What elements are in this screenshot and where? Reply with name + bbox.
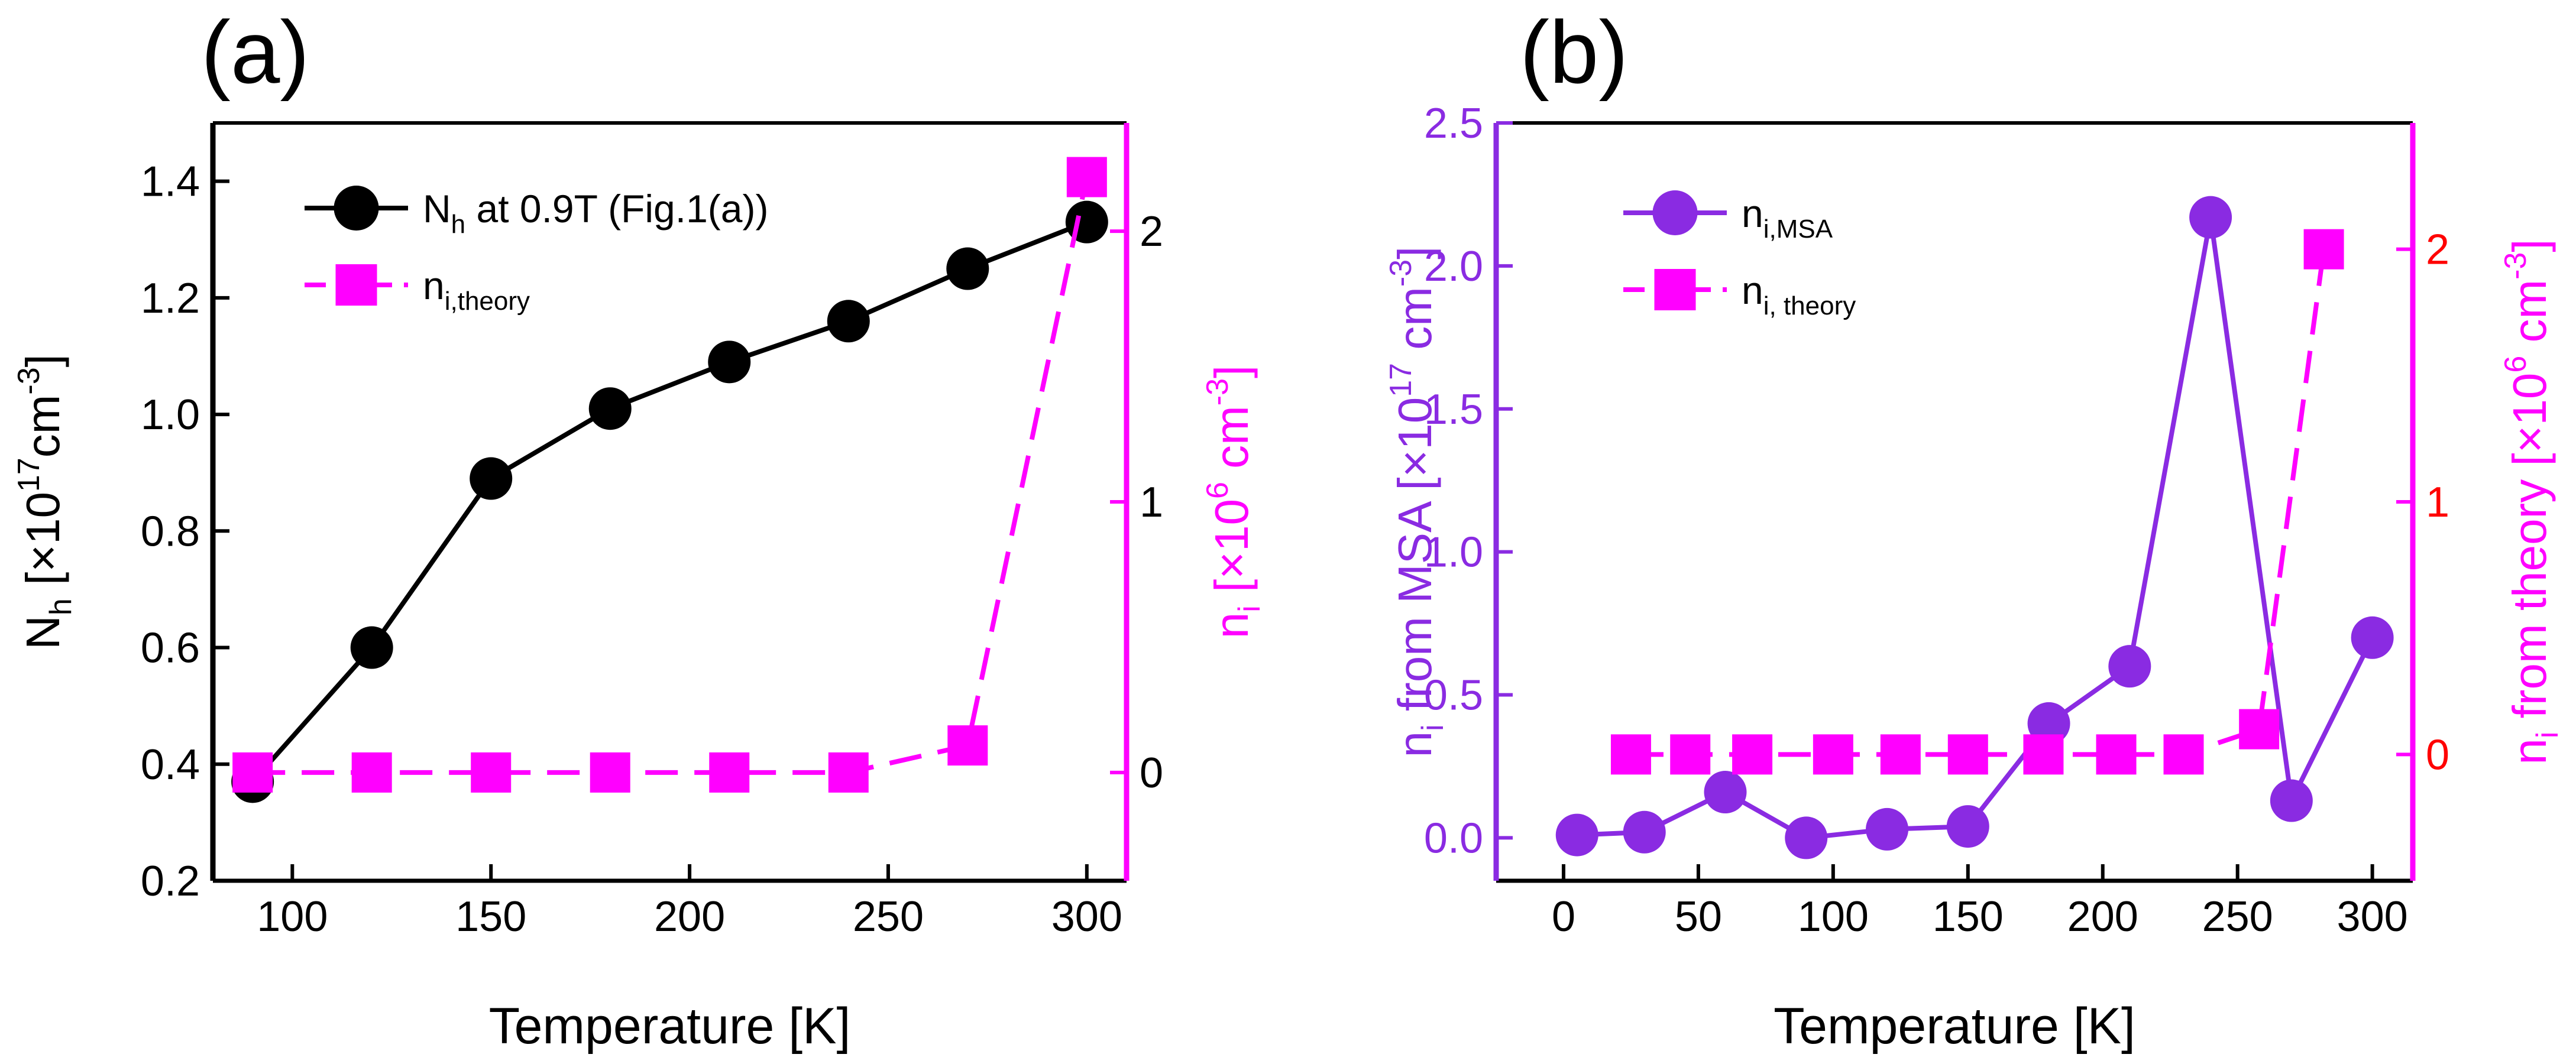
y-left-axis-title: Nh [×1017cm-3] (12, 354, 78, 650)
data-point (1066, 157, 1107, 197)
data-point (1947, 734, 1988, 775)
x-tick-label: 100 (257, 893, 328, 940)
legend-marker (334, 186, 379, 231)
y-right-tick-label: 1 (1140, 479, 1163, 526)
y-left-tick-label: 0.2 (141, 858, 200, 905)
y-left-tick-label: 1.0 (141, 391, 200, 439)
legend-label: Nh at 0.9T (Fig.1(a)) (423, 187, 768, 239)
x-tick-label: 250 (853, 893, 924, 940)
data-point (350, 626, 393, 669)
data-point (2096, 734, 2137, 775)
data-point (1785, 816, 1828, 859)
y-left-tick-label: 2.0 (1424, 243, 1483, 290)
data-point (828, 752, 869, 793)
y-left-tick-label: 0.8 (141, 508, 200, 555)
data-point (827, 300, 870, 343)
data-point (470, 457, 513, 500)
data-point (1704, 771, 1747, 814)
y-left-axis-title: ni from MSA [×1017 cm-3] (1384, 246, 1450, 758)
data-point (1866, 807, 1909, 851)
y-right-axis-title: ni from theory [×106 cm-3] (2499, 239, 2565, 764)
data-point (2270, 779, 2313, 822)
data-point (588, 387, 632, 430)
x-tick-label: 250 (2202, 893, 2273, 940)
data-point (1880, 734, 1921, 775)
legend-label: ni, theory (1742, 268, 1856, 320)
panel-label: (a) (201, 2, 309, 102)
data-point (1732, 734, 1773, 775)
y-left-tick-label: 0.0 (1424, 815, 1483, 862)
data-point (2239, 709, 2280, 750)
y-right-tick-label: 1 (2426, 479, 2449, 526)
x-tick-label: 100 (1798, 893, 1869, 940)
chart-panel-b: (b) 0 50 100 150 200 250 300 Temperature [K] 0.0 0… (1384, 2, 2565, 1055)
x-axis-title: Temperature [K] (1774, 998, 2135, 1055)
y-left-tick-label: 0.4 (141, 741, 200, 789)
x-tick-label: 150 (1933, 893, 2004, 940)
x-tick-label: 300 (1051, 893, 1122, 940)
data-point (590, 752, 630, 793)
y-right-tick-label: 2 (1140, 208, 1163, 255)
legend-marker (1652, 190, 1698, 235)
legend-marker (1654, 269, 1696, 310)
x-tick-label: 300 (2337, 893, 2408, 940)
y-left-tick-label: 1.0 (1424, 529, 1483, 576)
y-left-tick-label: 0.6 (141, 625, 200, 672)
data-point (2108, 645, 2151, 688)
data-point (1946, 805, 1989, 848)
data-point (2189, 196, 2232, 239)
x-tick-label: 200 (2067, 893, 2138, 940)
x-axis-title: Temperature [K] (489, 998, 851, 1055)
y-left-tick-label: 1.5 (1424, 386, 1483, 433)
x-tick-label: 150 (455, 893, 526, 940)
x-tick-label: 200 (654, 893, 725, 940)
data-point (2163, 734, 2204, 775)
x-tick-label: 50 (1675, 893, 1722, 940)
data-point (1555, 813, 1598, 857)
data-point (1610, 734, 1651, 775)
data-point (2027, 702, 2070, 745)
y-right-tick-label: 0 (2426, 731, 2449, 778)
series-line (251, 219, 1088, 784)
data-point (709, 752, 750, 793)
y-left-tick-label: 1.4 (141, 158, 200, 206)
chart-panel-a: (a) 100 150 200 250 300 Temperature [K] 0.2 0.4 0… (12, 2, 1267, 1055)
data-point (947, 725, 988, 766)
legend-label: ni,MSA (1742, 192, 1833, 244)
data-point (351, 752, 392, 793)
data-point (1670, 734, 1711, 775)
series-line (1630, 249, 2326, 757)
y-left-tick-label: 2.5 (1424, 100, 1483, 147)
x-tick-label: 0 (1552, 893, 1575, 940)
y-right-tick-label: 0 (1140, 750, 1163, 797)
data-point (2303, 229, 2344, 270)
y-right-axis-title: ni [×106 cm-3] (1200, 365, 1267, 639)
data-point (1813, 734, 1853, 775)
data-point (2023, 734, 2064, 775)
data-point (471, 752, 512, 793)
y-left-tick-label: 1.2 (141, 275, 200, 322)
data-point (1623, 810, 1666, 854)
y-right-tick-label: 2 (2426, 226, 2449, 274)
y-left-tick-label: 0.5 (1424, 672, 1483, 719)
panel-label: (b) (1520, 2, 1628, 102)
data-point (232, 752, 273, 793)
data-point (946, 247, 989, 290)
legend-marker (335, 264, 377, 306)
legend-label: ni,theory (423, 264, 530, 316)
data-point (2351, 616, 2394, 659)
data-point (708, 340, 751, 384)
